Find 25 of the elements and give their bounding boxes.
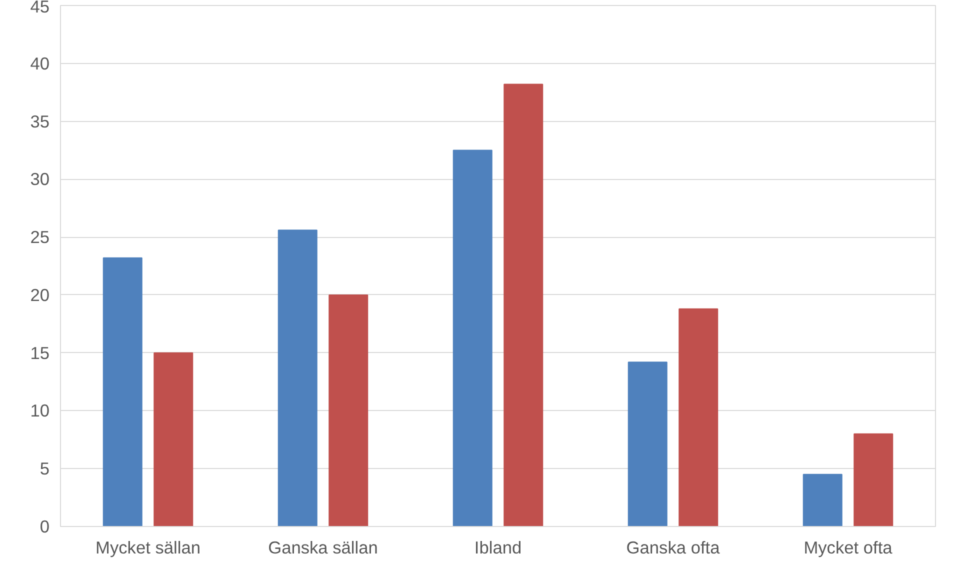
y-tick-label: 15 <box>30 342 50 363</box>
y-tick-label: 20 <box>30 284 50 305</box>
x-tick-label: Ibland <box>474 538 522 558</box>
x-tick-label: Ganska sällan <box>268 538 378 558</box>
y-tick-label: 5 <box>40 458 50 479</box>
bar <box>328 294 368 526</box>
y-tick-label: 10 <box>30 400 50 421</box>
y-tick-label: 40 <box>30 53 50 74</box>
y-tick-label: 25 <box>30 227 50 248</box>
bar <box>504 84 544 526</box>
y-tick-label: 0 <box>40 516 50 536</box>
y-tick-label: 30 <box>30 169 50 190</box>
bar <box>102 257 142 526</box>
bar <box>854 433 894 526</box>
x-tick-label: Mycket ofta <box>804 538 893 558</box>
bar <box>802 474 842 526</box>
bar <box>452 150 492 526</box>
bar <box>678 308 718 526</box>
bar <box>628 362 668 526</box>
y-tick-label: 35 <box>30 111 50 132</box>
y-tick-label: 45 <box>30 0 50 16</box>
bar <box>154 352 194 526</box>
x-tick-label: Mycket sällan <box>96 538 200 558</box>
x-tick-label: Ganska ofta <box>626 538 720 558</box>
bar <box>278 230 318 526</box>
